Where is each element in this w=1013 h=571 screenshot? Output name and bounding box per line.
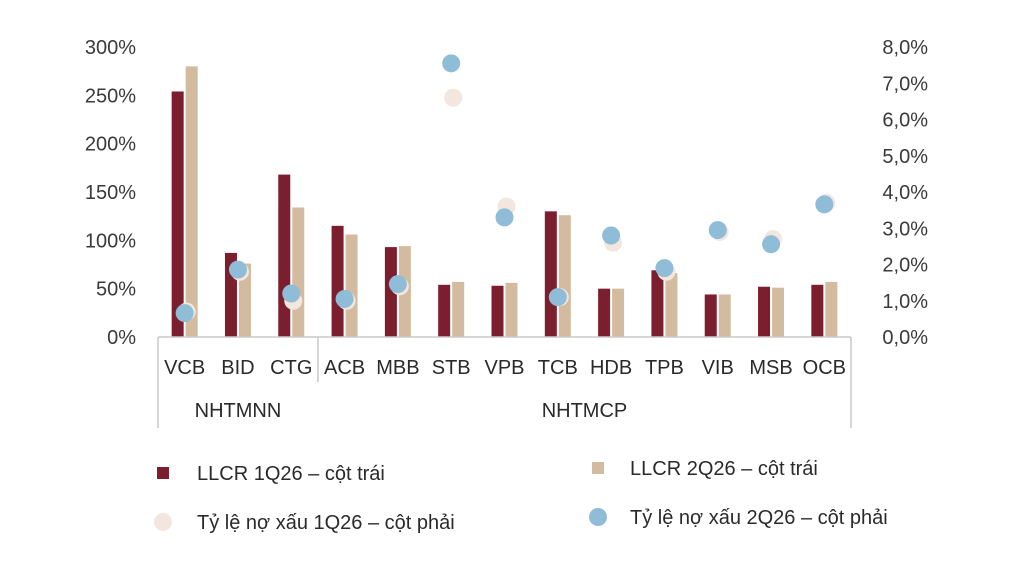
- category-label: MSB: [749, 357, 792, 379]
- bar-llcr-2q26: [718, 294, 731, 337]
- legend: LLCR 1Q26 – cột trái LLCR 2Q26 – cột trái…: [154, 458, 888, 534]
- category-label: CTG: [270, 357, 312, 379]
- legend-swatch: [592, 462, 604, 474]
- bar-llcr-1q26: [544, 211, 557, 337]
- right-tick-label: 0,0%: [882, 327, 928, 349]
- point-npl-2q26: [228, 260, 247, 279]
- bar-llcr-2q26: [772, 287, 785, 337]
- bar-llcr-1q26: [598, 288, 611, 337]
- bar-llcr-2q26: [185, 66, 198, 337]
- legend-swatch: [589, 508, 607, 526]
- category-label: TPB: [645, 357, 684, 379]
- scatter-layer: [175, 54, 836, 323]
- bar-llcr-1q26: [758, 286, 771, 337]
- group-label-nhtmcp: NHTMCP: [542, 400, 628, 422]
- bar-llcr-2q26: [345, 234, 358, 337]
- bar-llcr-2q26: [825, 281, 838, 337]
- point-npl-2q26: [655, 259, 674, 278]
- legend-swatch: [157, 467, 169, 479]
- right-tick-label: 3,0%: [882, 218, 928, 240]
- left-tick-label: 50%: [96, 279, 136, 301]
- point-npl-2q26: [388, 275, 407, 294]
- left-tick-label: 300%: [85, 37, 136, 59]
- bar-layer: [171, 66, 838, 337]
- bar-llcr-1q26: [811, 284, 824, 337]
- right-axis: 0,0% 1,0% 2,0% 3,0% 4,0% 5,0% 6,0% 7,0% 8,0%: [882, 37, 928, 349]
- category-label: VCB: [164, 357, 205, 379]
- bar-llcr-1q26: [331, 225, 344, 337]
- bar-llcr-1q26: [704, 294, 717, 337]
- category-label: HDB: [590, 357, 632, 379]
- category-label: TCB: [538, 357, 578, 379]
- left-tick-label: 0%: [107, 327, 136, 349]
- left-tick-label: 200%: [85, 134, 136, 156]
- bar-llcr-1q26: [491, 285, 504, 337]
- category-label: ACB: [324, 357, 365, 379]
- legend-label: Tỷ lệ nợ xấu 2Q26 – cột phải: [630, 507, 888, 529]
- point-npl-2q26: [602, 226, 621, 245]
- category-label: STB: [432, 357, 471, 379]
- right-tick-label: 8,0%: [882, 37, 928, 59]
- group-label-nhtmnn: NHTMNN: [195, 400, 282, 422]
- bar-llcr-2q26: [505, 282, 518, 337]
- bar-llcr-2q26: [452, 281, 465, 337]
- bar-llcr-2q26: [558, 215, 571, 337]
- left-tick-label: 150%: [85, 182, 136, 204]
- bar-llcr-1q26: [438, 284, 451, 337]
- point-npl-2q26: [815, 195, 834, 214]
- point-npl-2q26: [175, 304, 194, 323]
- legend-swatch: [154, 513, 172, 531]
- bar-llcr-1q26: [384, 247, 397, 337]
- left-tick-label: 250%: [85, 85, 136, 107]
- right-tick-label: 7,0%: [882, 73, 928, 95]
- point-npl-2q26: [442, 54, 461, 73]
- category-label: MBB: [376, 357, 419, 379]
- point-npl-2q26: [548, 288, 567, 307]
- point-npl-2q26: [762, 235, 781, 254]
- point-npl-2q26: [708, 221, 727, 240]
- bar-llcr-2q26: [238, 263, 251, 337]
- right-tick-label: 1,0%: [882, 291, 928, 313]
- bar-llcr-2q26: [292, 207, 305, 337]
- bar-llcr-1q26: [171, 91, 184, 337]
- left-tick-label: 100%: [85, 230, 136, 252]
- legend-label: Tỷ lệ nợ xấu 1Q26 – cột phải: [197, 512, 455, 534]
- right-tick-label: 6,0%: [882, 110, 928, 132]
- category-label: VIB: [702, 357, 734, 379]
- right-tick-label: 4,0%: [882, 182, 928, 204]
- point-npl-2q26: [335, 289, 354, 308]
- point-npl-2q26: [495, 208, 514, 227]
- left-axis: 0% 50% 100% 150% 200% 250% 300%: [85, 37, 136, 349]
- bar-llcr-1q26: [278, 174, 291, 337]
- category-label: OCB: [803, 357, 846, 379]
- category-label: VPB: [484, 357, 524, 379]
- point-npl-1q26: [444, 88, 463, 107]
- bar-llcr-1q26: [651, 270, 664, 337]
- right-tick-label: 5,0%: [882, 146, 928, 168]
- point-npl-2q26: [282, 284, 301, 303]
- legend-label: LLCR 1Q26 – cột trái: [197, 463, 385, 485]
- legend-label: LLCR 2Q26 – cột trái: [630, 458, 818, 480]
- category-axis: VCB BID CTG ACB MBB STB VPB TCB HDB TPB VIB MSB OCB N…: [157, 336, 852, 428]
- category-label: BID: [221, 357, 254, 379]
- bar-llcr-2q26: [612, 288, 625, 337]
- right-tick-label: 2,0%: [882, 255, 928, 277]
- bar-llcr-2q26: [665, 273, 678, 337]
